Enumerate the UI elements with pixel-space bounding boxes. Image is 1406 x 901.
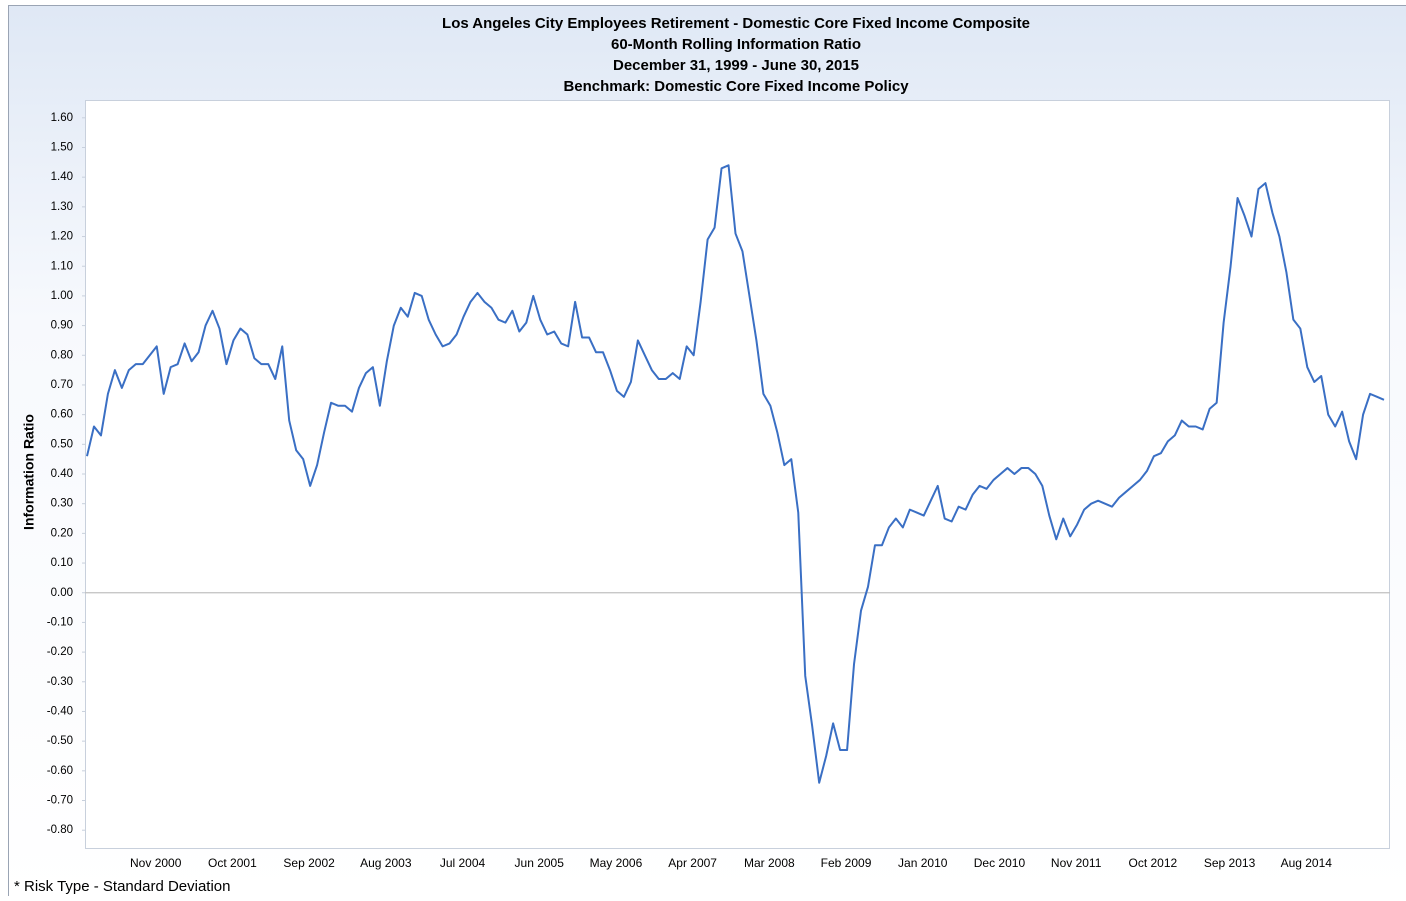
y-tick-label: 1.40 <box>51 171 73 183</box>
y-tick-label: 0.10 <box>51 557 73 569</box>
y-tick-label: -0.20 <box>47 646 73 658</box>
y-tick-label: -0.80 <box>47 824 73 836</box>
date-range: December 31, 1999 - June 30, 2015 <box>613 57 859 74</box>
x-tick-label: Nov 2000 <box>130 856 182 870</box>
y-tick-label: 1.30 <box>51 201 73 213</box>
x-tick-label: Apr 2007 <box>668 856 717 870</box>
x-tick-label: Oct 2012 <box>1129 856 1178 870</box>
footnote: * Risk Type - Standard Deviation <box>14 878 231 895</box>
x-tick-label: May 2006 <box>590 856 643 870</box>
y-tick-label: 0.30 <box>51 498 73 510</box>
y-tick-label: 0.50 <box>51 438 73 450</box>
y-tick-label: 0.40 <box>51 468 73 480</box>
x-tick-label: Aug 2014 <box>1281 856 1333 870</box>
y-tick-label: -0.30 <box>47 676 73 688</box>
y-tick-label: 1.10 <box>51 260 73 272</box>
x-tick-label: Sep 2002 <box>283 856 335 870</box>
y-axis-label: Information Ratio <box>21 414 37 530</box>
y-tick-label: 1.20 <box>51 231 73 243</box>
y-tick-label: 0.00 <box>51 587 73 599</box>
x-tick-label: Feb 2009 <box>821 856 872 870</box>
x-tick-label: Jan 2010 <box>898 856 948 870</box>
y-tick-label: 1.50 <box>51 142 73 154</box>
x-tick-label: Aug 2003 <box>360 856 412 870</box>
y-tick-label: 0.20 <box>51 527 73 539</box>
x-tick-label: Dec 2010 <box>974 856 1026 870</box>
y-tick-label: -0.60 <box>47 765 73 777</box>
chart-title: Los Angeles City Employees Retirement - … <box>442 15 1030 32</box>
y-tick-label: 1.60 <box>51 112 73 124</box>
y-tick-label: 0.60 <box>51 409 73 421</box>
plot-area <box>86 101 1390 849</box>
x-tick-label: Jul 2004 <box>440 856 486 870</box>
x-tick-label: Oct 2001 <box>208 856 257 870</box>
y-tick-label: -0.70 <box>47 795 73 807</box>
y-tick-label: 0.90 <box>51 320 73 332</box>
chart-subtitle: 60-Month Rolling Information Ratio <box>611 36 861 53</box>
y-tick-label: -0.10 <box>47 616 73 628</box>
x-tick-label: Nov 2011 <box>1051 856 1102 870</box>
y-tick-label: 0.80 <box>51 349 73 361</box>
x-tick-label: Sep 2013 <box>1204 856 1256 870</box>
y-tick-label: 0.70 <box>51 379 73 391</box>
x-tick-label: Mar 2008 <box>744 856 795 870</box>
y-tick-label: -0.40 <box>47 705 73 717</box>
x-tick-label: Jun 2005 <box>515 856 565 870</box>
y-tick-label: 1.00 <box>51 290 73 302</box>
y-tick-label: -0.50 <box>47 735 73 747</box>
benchmark: Benchmark: Domestic Core Fixed Income Po… <box>563 78 909 95</box>
